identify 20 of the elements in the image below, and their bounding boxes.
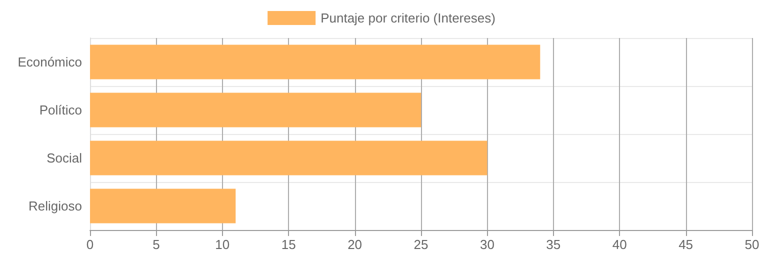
x-tick-label: 15 [281, 237, 296, 252]
bar [90, 140, 488, 176]
y-tick-label: Social [46, 150, 82, 166]
bar [90, 188, 236, 224]
bar [90, 44, 540, 80]
bar [90, 92, 421, 128]
x-tick-label: 5 [152, 237, 160, 252]
y-tick-label: Político [39, 102, 82, 118]
y-tick-label: Económico [18, 54, 82, 70]
x-tick-label: 0 [86, 237, 94, 252]
x-tick-label: 35 [546, 237, 561, 252]
legend-label: Puntaje por criterio (Intereses) [320, 10, 496, 26]
x-tick-label: 50 [744, 237, 760, 252]
x-tick-label: 30 [480, 237, 494, 252]
x-tick-label: 45 [678, 237, 694, 252]
x-tick-label: 10 [215, 237, 230, 252]
x-tick-label: 20 [348, 237, 362, 252]
x-tick-label: 40 [612, 237, 627, 252]
x-tick-label: 25 [414, 237, 428, 252]
y-tick-label: Religioso [28, 198, 82, 214]
